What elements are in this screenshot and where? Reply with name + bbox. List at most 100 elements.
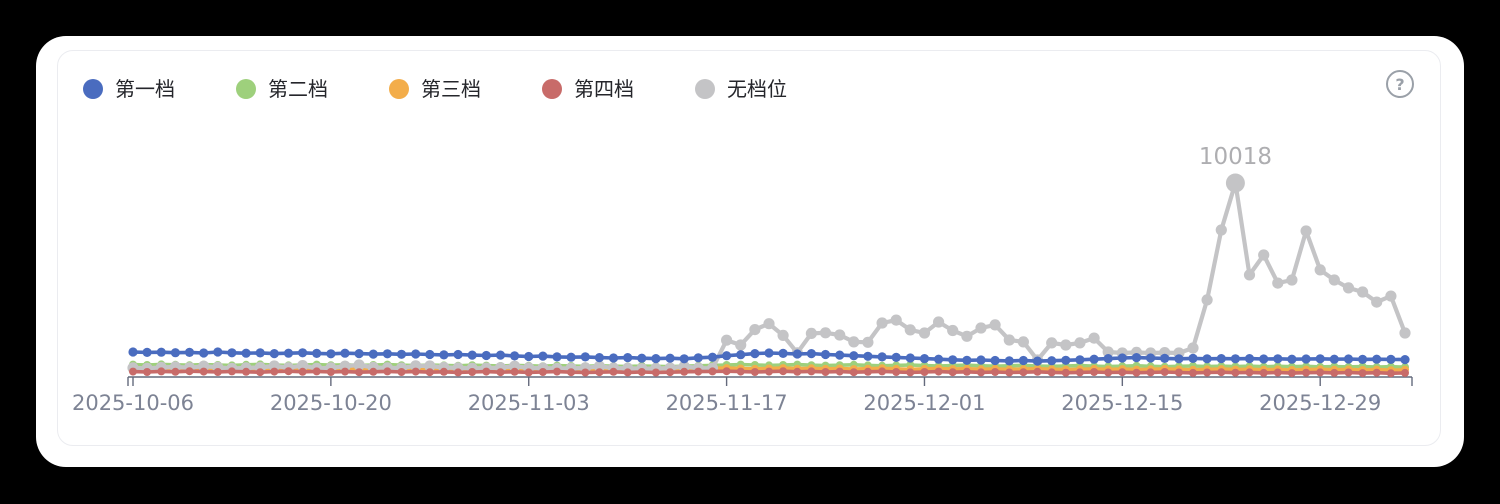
data-point — [1329, 354, 1339, 364]
data-point — [283, 348, 294, 358]
data-point — [397, 368, 406, 376]
data-point — [947, 324, 959, 337]
data-point — [1090, 368, 1099, 376]
data-point — [1259, 368, 1268, 377]
legend-dot-no-tier-icon — [695, 79, 715, 99]
data-point — [1202, 354, 1212, 364]
legend-item-tier-3[interactable]: 第三档 — [389, 79, 481, 99]
data-point — [1301, 354, 1311, 364]
data-point — [495, 350, 506, 360]
data-point — [1259, 354, 1269, 364]
legend-label-tier-4: 第四档 — [574, 77, 634, 101]
data-point — [297, 360, 309, 372]
data-point — [962, 355, 972, 365]
data-point — [1174, 368, 1183, 377]
data-point — [862, 336, 874, 348]
data-point — [890, 314, 902, 326]
data-point — [849, 351, 859, 361]
data-point — [580, 352, 590, 362]
data-point — [510, 367, 519, 376]
data-point — [1118, 368, 1127, 377]
data-point — [424, 360, 436, 372]
data-point — [1046, 337, 1058, 349]
data-point — [807, 367, 816, 376]
legend-item-tier-4[interactable]: 第四档 — [542, 79, 634, 99]
data-point — [1215, 224, 1227, 236]
data-point — [1287, 369, 1296, 378]
data-point — [1316, 368, 1325, 377]
data-point — [1061, 355, 1071, 365]
data-point — [765, 367, 773, 376]
data-point — [1245, 368, 1254, 377]
data-point — [906, 368, 915, 377]
data-point — [665, 353, 675, 363]
data-point — [1203, 368, 1212, 377]
data-point — [1216, 354, 1226, 364]
data-point — [1371, 296, 1383, 308]
data-point — [975, 322, 987, 334]
data-point — [1003, 334, 1015, 346]
data-point — [1131, 353, 1142, 363]
data-point — [1286, 274, 1298, 286]
legend-label-tier-1: 第一档 — [115, 77, 175, 101]
data-point — [1160, 353, 1170, 363]
data-point — [524, 351, 534, 362]
data-point — [312, 348, 322, 358]
data-point — [496, 368, 505, 377]
data-point — [1358, 354, 1368, 364]
data-point — [411, 367, 420, 376]
question-mark-icon: ? — [1395, 74, 1405, 94]
data-point — [142, 347, 152, 357]
data-point — [1103, 354, 1113, 364]
data-point — [777, 329, 789, 341]
data-point — [750, 368, 759, 376]
data-point — [467, 350, 477, 360]
data-point — [1357, 286, 1369, 298]
help-button[interactable]: ? — [1386, 70, 1414, 98]
data-point — [863, 367, 872, 376]
data-point — [1032, 356, 1043, 366]
data-point — [962, 367, 971, 376]
data-point — [976, 355, 986, 365]
data-point — [693, 353, 703, 363]
data-point — [552, 352, 562, 362]
legend-item-no-tier[interactable]: 无档位 — [695, 79, 787, 99]
data-point — [425, 368, 434, 377]
data-point — [269, 349, 279, 359]
data-point — [878, 367, 887, 376]
data-point — [1074, 337, 1086, 349]
data-point — [821, 368, 830, 376]
data-point — [694, 367, 703, 376]
peak-value-label: 10018 — [1199, 144, 1272, 170]
data-point — [991, 368, 1000, 376]
data-point — [382, 349, 392, 359]
data-point — [354, 349, 364, 359]
data-point — [793, 367, 802, 376]
data-point — [1244, 354, 1255, 364]
chart-card: 第一档 第二档 第三档 第四档 无档位 — [36, 36, 1464, 467]
data-point — [1117, 353, 1127, 363]
data-point — [819, 327, 832, 339]
data-point — [341, 367, 349, 376]
data-point — [468, 368, 477, 376]
data-point — [1315, 354, 1325, 364]
data-point — [396, 349, 407, 359]
data-point — [368, 349, 378, 359]
data-point — [326, 349, 336, 359]
data-point — [820, 349, 831, 360]
data-point — [298, 367, 307, 376]
data-point — [834, 329, 846, 341]
data-point — [1230, 354, 1240, 364]
data-point — [1400, 355, 1410, 365]
legend-item-tier-1[interactable]: 第一档 — [83, 79, 175, 99]
data-point — [961, 330, 973, 342]
data-point — [326, 368, 335, 376]
data-point — [1146, 353, 1156, 363]
legend-item-tier-2[interactable]: 第二档 — [236, 79, 328, 99]
data-point — [1088, 332, 1100, 344]
legend-dot-tier-2-icon — [236, 79, 256, 99]
data-point — [369, 367, 378, 376]
data-point — [1273, 368, 1282, 377]
data-point — [608, 353, 619, 363]
